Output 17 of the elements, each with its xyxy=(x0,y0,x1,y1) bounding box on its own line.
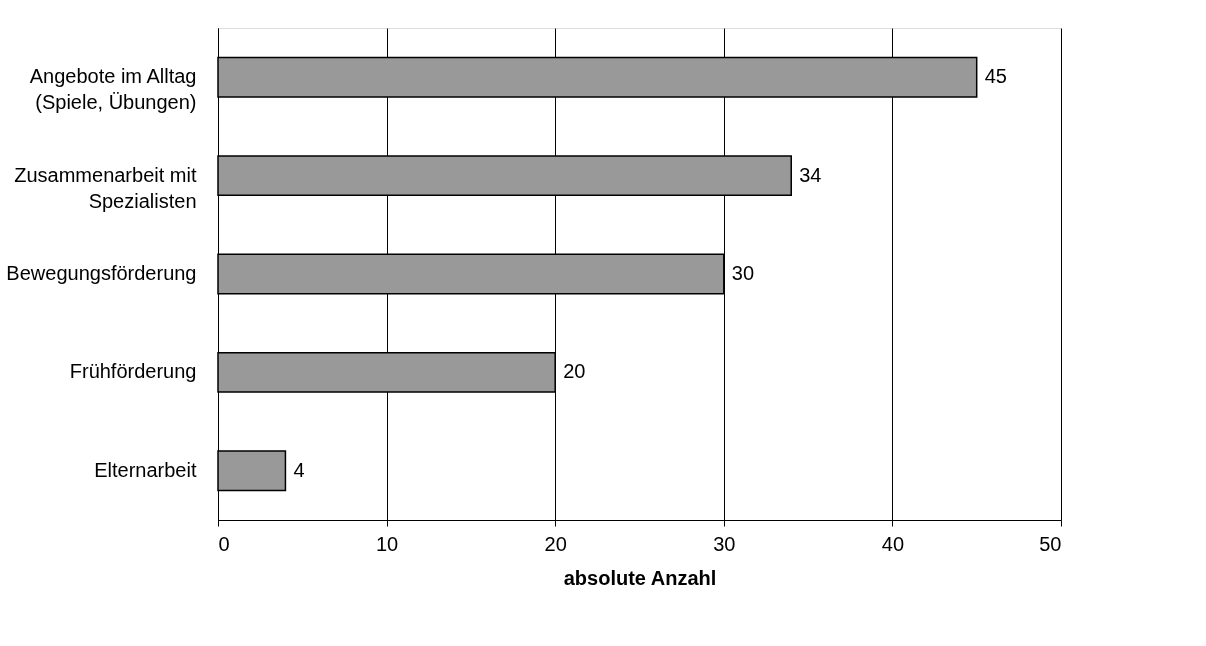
y-tick-label: Frühförderung xyxy=(69,360,197,383)
y-tick-label: Bewegungsförderung xyxy=(6,262,197,284)
y-tick-label: Angebote im Alltag (Spiele, Übungen) xyxy=(29,65,197,114)
data-label: 30 xyxy=(731,262,755,284)
data-label: 4 xyxy=(293,458,305,481)
x-tick-label: 0 xyxy=(218,532,230,555)
y-tick-label: Zusammenarbeit mit Spezialisten xyxy=(14,163,197,212)
x-tick-label: 10 xyxy=(375,532,399,555)
x-tick-label: 20 xyxy=(544,532,567,555)
data-label: 34 xyxy=(799,163,822,186)
x-tick-label: 50 xyxy=(1039,532,1062,555)
x-tick-label: 30 xyxy=(713,532,736,555)
y-tick-label: Elternarbeit xyxy=(94,458,197,481)
x-axis-title: absolute Anzahl xyxy=(563,566,717,589)
data-label: 45 xyxy=(984,65,1007,88)
x-tick-label: 40 xyxy=(881,532,905,555)
data-label: 20 xyxy=(563,360,586,383)
